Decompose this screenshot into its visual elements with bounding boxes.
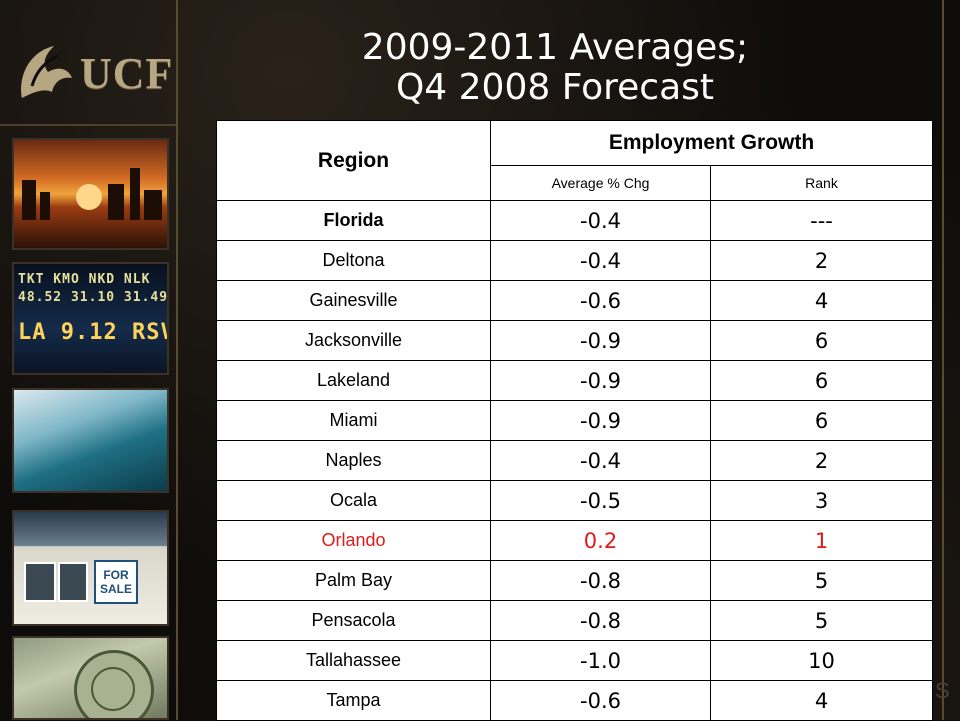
avg-chg-cell: -0.4 bbox=[490, 440, 711, 481]
logo-text: UCF bbox=[80, 49, 174, 98]
employment-growth-table: Region Employment Growth Average % Chg R… bbox=[216, 120, 934, 721]
region-cell: Palm Bay bbox=[216, 560, 491, 601]
table-row: Florida -0.4 --- bbox=[216, 200, 934, 241]
photo-coastline-aerial bbox=[12, 388, 169, 493]
region-cell: Ocala bbox=[216, 480, 491, 521]
frame-line-left bbox=[176, 0, 178, 720]
avg-chg-cell: -0.5 bbox=[490, 480, 711, 521]
region-cell: Naples bbox=[216, 440, 491, 481]
region-cell: Jacksonville bbox=[216, 320, 491, 361]
rank-header: Rank bbox=[709, 165, 934, 201]
region-cell: Orlando bbox=[216, 520, 491, 561]
table-row: Ocala -0.5 3 bbox=[216, 480, 934, 521]
photo-stock-ticker: TKT KMO NKD NLK 48.52 31.10 31.49 LA 9.1… bbox=[12, 262, 169, 375]
table-row: Deltona -0.4 2 bbox=[216, 240, 934, 281]
frame-line-right bbox=[942, 0, 944, 720]
employment-growth-header: Employment Growth bbox=[489, 120, 934, 166]
rank-cell: 5 bbox=[709, 560, 934, 601]
avg-chg-cell: -0.4 bbox=[490, 240, 711, 281]
region-cell: Tallahassee bbox=[216, 640, 491, 681]
rank-cell: 1 bbox=[709, 520, 934, 561]
region-cell: Tampa bbox=[216, 680, 491, 721]
great-seal-icon bbox=[74, 650, 154, 718]
ucf-logo: UCF bbox=[14, 38, 174, 108]
avg-chg-cell: -1.0 bbox=[490, 640, 711, 681]
avg-chg-cell: -0.6 bbox=[490, 680, 711, 721]
rank-cell: 5 bbox=[709, 600, 934, 641]
table-row: Palm Bay -0.8 5 bbox=[216, 560, 934, 601]
avg-chg-cell: -0.9 bbox=[490, 320, 711, 361]
avg-chg-cell: -0.4 bbox=[490, 200, 711, 241]
photo-dollar-bill bbox=[12, 636, 169, 720]
rank-cell: 4 bbox=[709, 280, 934, 321]
avg-chg-cell: -0.8 bbox=[490, 600, 711, 641]
rank-cell: 10 bbox=[709, 640, 934, 681]
table-row: Jacksonville -0.9 6 bbox=[216, 320, 934, 361]
region-cell: Deltona bbox=[216, 240, 491, 281]
ticker-row-3: LA 9.12 RSVN bbox=[18, 320, 167, 345]
table-row-highlighted: Orlando 0.2 1 bbox=[216, 520, 934, 561]
rank-cell: 3 bbox=[709, 480, 934, 521]
region-header: Region bbox=[216, 120, 491, 201]
for-sale-sign: FOR SALE bbox=[94, 560, 138, 604]
average-chg-header: Average % Chg bbox=[490, 165, 711, 201]
photo-skyline-sunset bbox=[12, 138, 169, 250]
table-row: Tampa -0.6 4 bbox=[216, 680, 934, 721]
slide-title: 2009-2011 Averages; Q4 2008 Forecast bbox=[180, 28, 930, 108]
rank-cell: 6 bbox=[709, 320, 934, 361]
region-cell: Lakeland bbox=[216, 360, 491, 401]
rank-cell: 6 bbox=[709, 360, 934, 401]
ticker-row-1: TKT KMO NKD NLK bbox=[18, 272, 151, 287]
avg-chg-cell: 0.2 bbox=[490, 520, 711, 561]
pegasus-icon bbox=[21, 46, 72, 98]
region-cell: Pensacola bbox=[216, 600, 491, 641]
region-cell: Gainesville bbox=[216, 280, 491, 321]
title-line-1: 2009-2011 Averages; bbox=[361, 27, 749, 68]
avg-chg-cell: -0.9 bbox=[490, 400, 711, 441]
rank-cell: 2 bbox=[709, 440, 934, 481]
corner-text: S bbox=[935, 678, 950, 703]
region-cell: Florida bbox=[216, 200, 491, 241]
table-row: Pensacola -0.8 5 bbox=[216, 600, 934, 641]
avg-chg-cell: -0.8 bbox=[490, 560, 711, 601]
title-line-2: Q4 2008 Forecast bbox=[395, 67, 715, 108]
rank-cell: --- bbox=[709, 200, 934, 241]
table-row: Tallahassee -1.0 10 bbox=[216, 640, 934, 681]
table-row: Lakeland -0.9 6 bbox=[216, 360, 934, 401]
table-row: Gainesville -0.6 4 bbox=[216, 280, 934, 321]
sun-icon bbox=[76, 184, 102, 210]
rank-cell: 2 bbox=[709, 240, 934, 281]
region-cell: Miami bbox=[216, 400, 491, 441]
rank-cell: 4 bbox=[709, 680, 934, 721]
avg-chg-cell: -0.9 bbox=[490, 360, 711, 401]
frame-line-top bbox=[0, 124, 176, 126]
table-row: Miami -0.9 6 bbox=[216, 400, 934, 441]
table-row: Naples -0.4 2 bbox=[216, 440, 934, 481]
ticker-row-2: 48.52 31.10 31.49 bbox=[18, 290, 169, 305]
rank-cell: 6 bbox=[709, 400, 934, 441]
avg-chg-cell: -0.6 bbox=[490, 280, 711, 321]
photo-house-for-sale: FOR SALE bbox=[12, 510, 169, 626]
